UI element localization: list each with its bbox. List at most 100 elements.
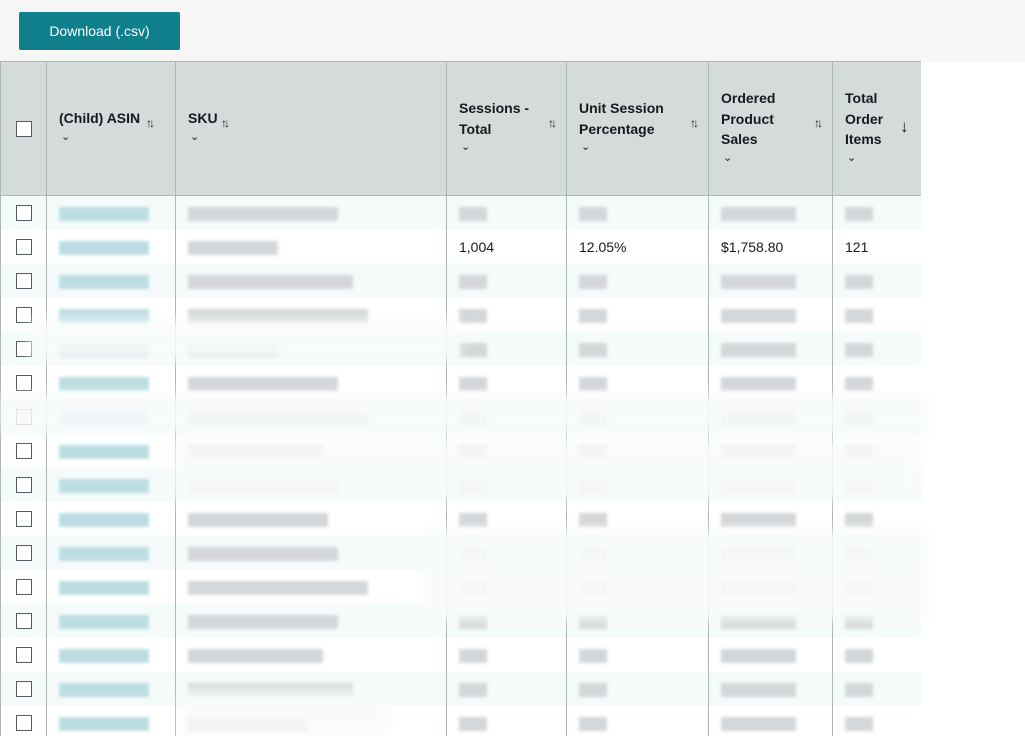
redacted-value xyxy=(845,274,873,289)
cell-child-asin[interactable] xyxy=(46,637,176,672)
cell-sessions-total: 1,004 xyxy=(446,229,567,264)
cell-child-asin[interactable] xyxy=(46,399,176,434)
cell-ordered-product-sales xyxy=(708,705,833,736)
cell-total-order-items xyxy=(832,195,921,230)
cell-child-asin[interactable] xyxy=(46,331,176,366)
download-csv-button[interactable]: Download (.csv) xyxy=(19,12,180,50)
table-row[interactable] xyxy=(0,637,921,672)
cell-child-asin[interactable] xyxy=(46,671,176,706)
redacted-sku xyxy=(188,546,338,561)
cell-child-asin[interactable] xyxy=(46,467,176,502)
cell-child-asin[interactable] xyxy=(46,297,176,332)
redacted-value xyxy=(579,512,607,527)
cell-sku xyxy=(175,399,447,434)
cell-child-asin[interactable] xyxy=(46,433,176,468)
redacted-value xyxy=(459,410,487,425)
row-checkbox[interactable] xyxy=(15,272,32,289)
row-checkbox[interactable] xyxy=(15,578,32,595)
row-select-cell xyxy=(0,569,47,604)
cell-ordered-product-sales xyxy=(708,603,833,638)
cell-sessions-total xyxy=(446,365,567,400)
table-row[interactable] xyxy=(0,705,921,736)
cell-unit-session-percentage xyxy=(566,603,709,638)
chevron-down-icon[interactable]: ⌄ xyxy=(190,131,200,143)
table-row[interactable] xyxy=(0,467,921,502)
row-checkbox[interactable] xyxy=(15,340,32,357)
row-checkbox[interactable] xyxy=(15,442,32,459)
table-row[interactable] xyxy=(0,331,921,366)
row-checkbox[interactable] xyxy=(15,680,32,697)
redacted-sku xyxy=(188,682,353,697)
row-checkbox[interactable] xyxy=(15,612,32,629)
header-select-all xyxy=(0,61,47,196)
table-row[interactable] xyxy=(0,433,921,468)
table-row[interactable] xyxy=(0,399,921,434)
row-checkbox[interactable] xyxy=(15,374,32,391)
column-header-sessions-total[interactable]: Sessions - Total ⌄ ↑↓ xyxy=(446,61,567,196)
chevron-down-icon[interactable]: ⌄ xyxy=(461,141,471,153)
chevron-down-icon[interactable]: ⌄ xyxy=(723,152,733,164)
cell-child-asin[interactable] xyxy=(46,535,176,570)
redacted-sku xyxy=(188,444,323,459)
cell-total-order-items xyxy=(832,569,921,604)
cell-ordered-product-sales xyxy=(708,637,833,672)
cell-total-order-items xyxy=(832,637,921,672)
row-checkbox[interactable] xyxy=(15,544,32,561)
select-all-checkbox[interactable] xyxy=(15,120,32,137)
cell-total-order-items xyxy=(832,501,921,536)
row-select-cell xyxy=(0,603,47,638)
cell-child-asin[interactable] xyxy=(46,501,176,536)
cell-child-asin[interactable] xyxy=(46,569,176,604)
row-select-cell xyxy=(0,229,47,264)
cell-child-asin[interactable] xyxy=(46,263,176,298)
table-row[interactable] xyxy=(0,501,921,536)
sort-updown-icon[interactable]: ↑↓ xyxy=(146,116,155,130)
chevron-down-icon[interactable]: ⌄ xyxy=(581,141,591,153)
redacted-sku xyxy=(188,240,278,255)
table-row[interactable] xyxy=(0,297,921,332)
row-checkbox[interactable] xyxy=(15,714,32,731)
cell-child-asin[interactable] xyxy=(46,365,176,400)
sort-updown-icon[interactable]: ↑↓ xyxy=(548,116,557,130)
row-checkbox[interactable] xyxy=(15,510,32,527)
cell-child-asin[interactable] xyxy=(46,603,176,638)
sort-updown-icon[interactable]: ↑↓ xyxy=(690,116,699,130)
chevron-down-icon[interactable]: ⌄ xyxy=(847,152,857,164)
cell-sessions-total xyxy=(446,705,567,736)
chevron-down-icon[interactable]: ⌄ xyxy=(61,131,71,143)
sort-updown-icon[interactable]: ↑↓ xyxy=(221,116,230,130)
column-label: (Child) ASIN xyxy=(59,110,141,126)
cell-child-asin[interactable] xyxy=(46,705,176,736)
column-header-sku[interactable]: SKU ⌄ ↑↓ xyxy=(175,61,447,196)
sort-updown-icon[interactable]: ↑↓ xyxy=(814,116,823,130)
column-header-ordered-product-sales[interactable]: Ordered Product Sales ⌄ ↑↓ xyxy=(708,61,833,196)
table-row[interactable] xyxy=(0,263,921,298)
column-header-child-asin[interactable]: (Child) ASIN ⌄ ↑↓ xyxy=(46,61,176,196)
row-checkbox[interactable] xyxy=(15,646,32,663)
table-row[interactable] xyxy=(0,671,921,706)
report-table-container: (Child) ASIN ⌄ ↑↓ SKU ⌄ ↑↓ Sessions - To… xyxy=(0,61,921,736)
cell-child-asin[interactable] xyxy=(46,195,176,230)
redacted-value xyxy=(459,206,487,221)
cell-sessions-total xyxy=(446,331,567,366)
row-checkbox[interactable] xyxy=(15,306,32,323)
redacted-value xyxy=(721,682,796,697)
redacted-value xyxy=(579,444,607,459)
arrow-down-icon[interactable]: ↓ xyxy=(900,117,909,136)
row-checkbox[interactable] xyxy=(15,408,32,425)
cell-ordered-product-sales xyxy=(708,195,833,230)
column-header-unit-session-percentage[interactable]: Unit Session Percentage ⌄ ↑↓ xyxy=(566,61,709,196)
table-row[interactable] xyxy=(0,365,921,400)
table-row[interactable] xyxy=(0,535,921,570)
table-row[interactable] xyxy=(0,569,921,604)
column-header-total-order-items[interactable]: Total Order Items ⌄ ↓ xyxy=(832,61,921,196)
cell-child-asin[interactable] xyxy=(46,229,176,264)
table-row[interactable]: 1,004 12.05% $1,758.80 121 xyxy=(0,229,921,264)
cell-sessions-total xyxy=(446,467,567,502)
row-checkbox[interactable] xyxy=(15,204,32,221)
row-checkbox[interactable] xyxy=(15,238,32,255)
table-row[interactable] xyxy=(0,195,921,230)
table-row[interactable] xyxy=(0,603,921,638)
row-checkbox[interactable] xyxy=(15,476,32,493)
redacted-value xyxy=(459,546,487,561)
